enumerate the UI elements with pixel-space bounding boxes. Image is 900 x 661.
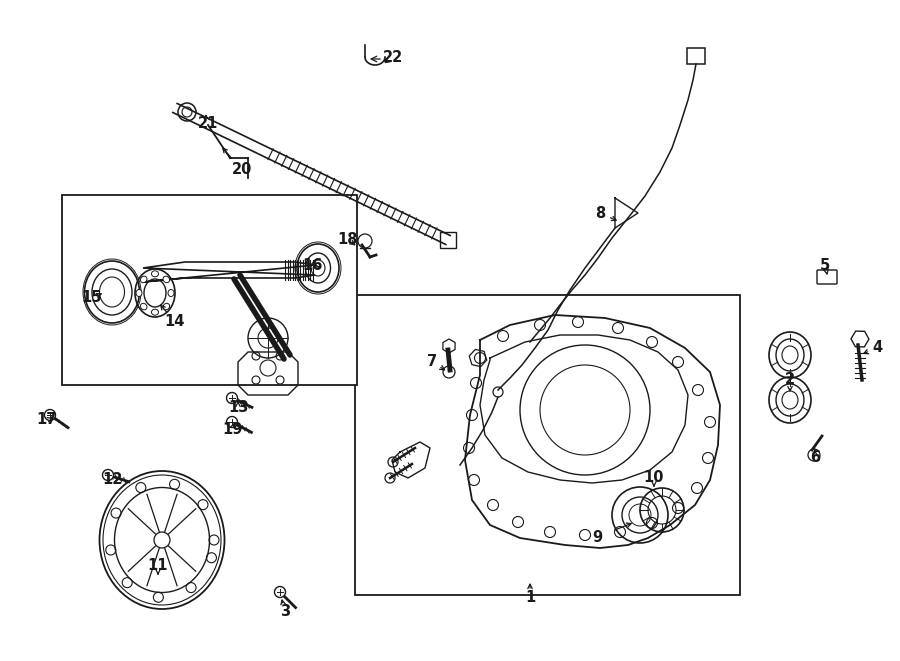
Text: 18: 18 — [338, 233, 358, 247]
Ellipse shape — [136, 290, 142, 297]
Circle shape — [103, 469, 113, 481]
Bar — [62, 195, 357, 385]
Text: 12: 12 — [102, 473, 122, 488]
Text: 3: 3 — [280, 605, 290, 619]
Circle shape — [274, 586, 285, 598]
Text: 16: 16 — [302, 258, 322, 272]
Bar — [687, 48, 705, 64]
Bar — [440, 232, 456, 248]
Ellipse shape — [168, 290, 174, 297]
Ellipse shape — [163, 303, 169, 310]
Text: 17: 17 — [37, 412, 58, 428]
Text: 21: 21 — [198, 116, 218, 130]
Text: 10: 10 — [644, 469, 664, 485]
Text: 22: 22 — [382, 50, 403, 65]
Circle shape — [44, 410, 56, 420]
Text: 6: 6 — [810, 449, 820, 465]
Text: 14: 14 — [165, 315, 185, 329]
Text: 7: 7 — [427, 354, 437, 369]
Ellipse shape — [151, 271, 158, 277]
Ellipse shape — [151, 309, 158, 315]
Ellipse shape — [140, 276, 147, 283]
Circle shape — [227, 393, 238, 403]
Bar — [355, 295, 740, 595]
Ellipse shape — [140, 303, 147, 310]
Text: 4: 4 — [872, 340, 882, 356]
Ellipse shape — [100, 471, 224, 609]
Text: 13: 13 — [228, 401, 248, 416]
Text: 20: 20 — [232, 163, 252, 178]
Text: 8: 8 — [595, 206, 605, 221]
Text: 5: 5 — [820, 258, 830, 272]
Text: 11: 11 — [148, 557, 168, 572]
Text: 2: 2 — [785, 373, 795, 387]
Text: 1: 1 — [525, 590, 535, 605]
Ellipse shape — [163, 276, 169, 283]
Circle shape — [227, 416, 238, 428]
Text: 9: 9 — [592, 529, 602, 545]
Text: 19: 19 — [221, 422, 242, 438]
Polygon shape — [143, 262, 315, 282]
Text: 15: 15 — [82, 290, 103, 305]
